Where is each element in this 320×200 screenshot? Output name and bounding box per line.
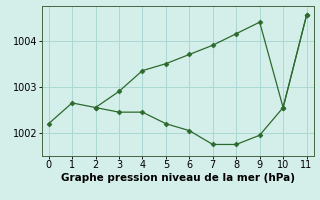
X-axis label: Graphe pression niveau de la mer (hPa): Graphe pression niveau de la mer (hPa) — [60, 173, 295, 183]
